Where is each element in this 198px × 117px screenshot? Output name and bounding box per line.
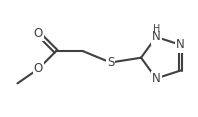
Text: H: H [152,24,160,34]
Text: S: S [107,56,114,69]
Text: N: N [152,72,161,85]
Text: N: N [176,38,185,51]
Text: O: O [34,62,43,75]
Text: O: O [34,27,43,40]
Text: N: N [152,30,161,43]
